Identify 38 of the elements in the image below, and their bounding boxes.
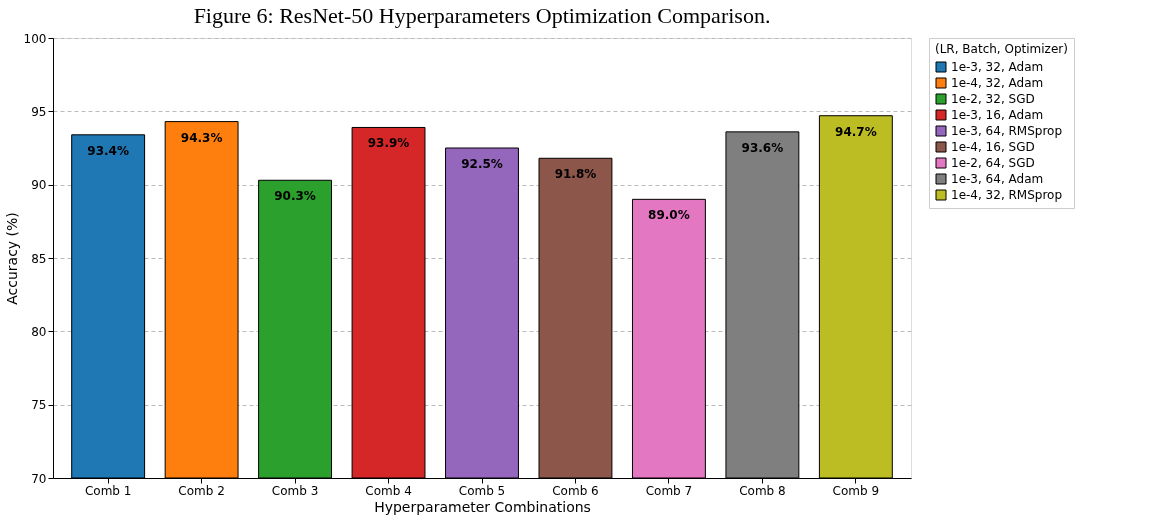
data-label: 92.5% bbox=[461, 157, 503, 171]
x-tick-label: Comb 9 bbox=[832, 483, 880, 498]
data-label: 93.6% bbox=[741, 140, 784, 155]
data-label: 91.8% bbox=[554, 167, 597, 182]
y-axis-title: Accuracy (%) bbox=[3, 212, 20, 305]
x-tick-label: Comb 7 bbox=[645, 483, 693, 498]
legend-title: (LR, Batch, Optimizer) bbox=[935, 42, 1068, 56]
legend-label: 1e-3, 64, Adam bbox=[951, 172, 1044, 186]
legend-label: 1e-4, 32, RMSprop bbox=[951, 188, 1063, 202]
x-tick-label: Comb 1 bbox=[84, 483, 132, 498]
chart-title: Figure 6: ResNet-50 Hyperparameters Optimization Comparison. bbox=[193, 3, 771, 28]
data-label: 94.7% bbox=[835, 124, 877, 139]
legend-label: 1e-2, 64, SGD bbox=[951, 156, 1035, 170]
data-label: 93.9% bbox=[367, 136, 410, 151]
data-label: 93.4% bbox=[87, 143, 129, 158]
y-tick-label: 90 bbox=[31, 178, 47, 193]
legend-label: 1e-4, 32, Adam bbox=[951, 76, 1044, 90]
y-tick-label: 100 bbox=[23, 31, 47, 46]
legend-label: 1e-3, 64, RMSprop bbox=[951, 124, 1063, 138]
data-label: 89.0% bbox=[648, 208, 690, 223]
legend-label: 1e-3, 16, Adam bbox=[951, 108, 1044, 122]
y-tick-label: 70 bbox=[31, 471, 47, 486]
x-tick-label: Comb 8 bbox=[739, 483, 786, 498]
x-axis-title: Hyperparameter Combinations bbox=[374, 498, 591, 515]
data-label: 94.3% bbox=[180, 130, 223, 145]
legend-label: 1e-2, 32, SGD bbox=[951, 92, 1035, 106]
y-tick-label: 75 bbox=[31, 398, 47, 413]
x-tick-label: Comb 6 bbox=[552, 483, 599, 498]
x-tick-label: Comb 4 bbox=[365, 483, 412, 498]
legend-label: 1e-4, 16, SGD bbox=[951, 140, 1035, 154]
x-tick-label: Comb 2 bbox=[178, 483, 225, 498]
y-tick-label: 80 bbox=[31, 324, 47, 339]
x-tick-label: Comb 3 bbox=[271, 483, 319, 498]
x-tick-label: Comb 5 bbox=[458, 483, 506, 498]
y-tick-label: 95 bbox=[31, 104, 47, 119]
y-tick-label: 85 bbox=[31, 251, 47, 266]
data-label: 90.3% bbox=[274, 189, 316, 204]
legend-label: 1e-3, 32, Adam bbox=[951, 60, 1044, 74]
